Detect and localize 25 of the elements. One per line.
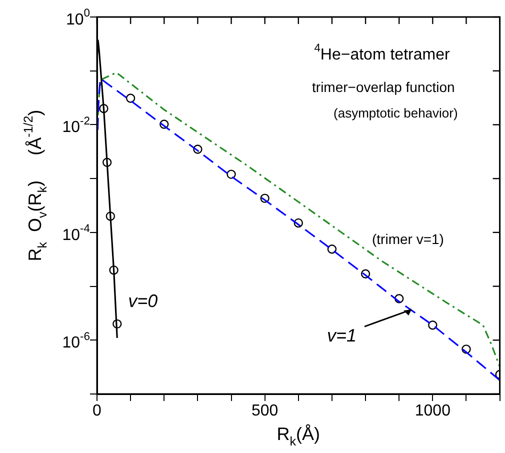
point: [462, 344, 471, 354]
point: [193, 144, 202, 154]
annotation: v=0: [128, 291, 158, 312]
annotation: (trimer v=1): [372, 231, 444, 248]
point: [226, 170, 236, 179]
annotation: (asymptotic behavior): [334, 106, 458, 121]
point: [99, 104, 108, 114]
point: [112, 319, 122, 329]
point: [126, 94, 136, 103]
point: [260, 194, 270, 203]
point: [106, 212, 116, 221]
x-tick-label: 500: [251, 402, 278, 420]
point: [160, 120, 169, 129]
point: [360, 269, 370, 278]
annotation: v=1: [326, 326, 357, 346]
x-tick-label: 1000: [414, 402, 451, 420]
text: Rk Ov(Rk) (Å-1/2): [21, 110, 50, 262]
point: [294, 218, 303, 228]
x-tick-label: 0: [92, 402, 102, 420]
point: [327, 244, 337, 254]
text: trimer−overlap function: [312, 78, 455, 95]
point: [109, 265, 118, 275]
point: [428, 320, 438, 330]
point: [394, 294, 404, 304]
point: [102, 158, 112, 167]
